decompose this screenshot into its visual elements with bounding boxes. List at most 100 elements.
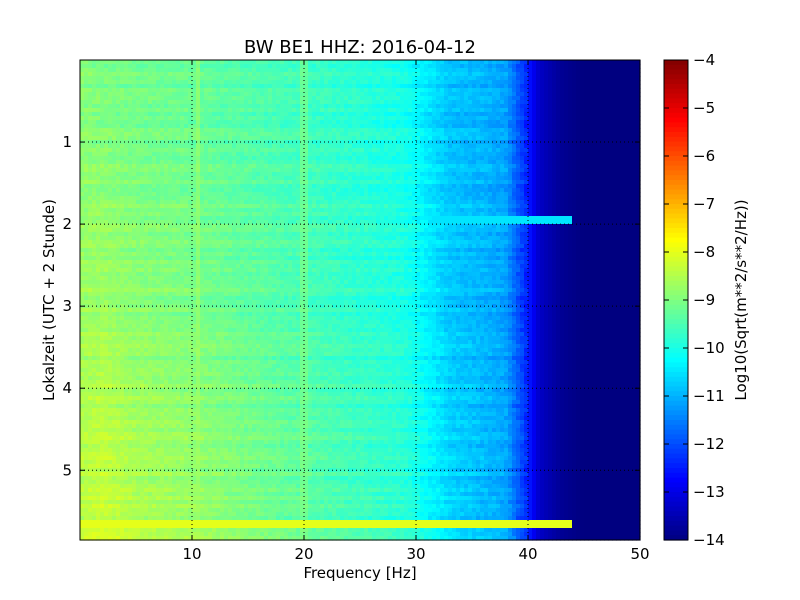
heatmap-cell: [280, 184, 285, 189]
heatmap-cell: [460, 136, 465, 141]
heatmap-cell: [292, 196, 297, 201]
heatmap-cell: [456, 160, 461, 165]
heatmap-cell: [124, 180, 129, 185]
heatmap-cell: [488, 76, 493, 81]
heatmap-cell: [328, 88, 333, 93]
heatmap-cell: [388, 108, 393, 113]
heatmap-cell: [168, 128, 173, 133]
heatmap-cell: [292, 172, 297, 177]
heatmap-cell: [388, 88, 393, 93]
heatmap-cell: [232, 100, 237, 105]
heatmap-cell: [248, 192, 253, 197]
heatmap-cell: [440, 92, 445, 97]
heatmap-cell: [460, 132, 465, 137]
heatmap-cell: [276, 120, 281, 125]
heatmap-cell: [116, 76, 121, 81]
heatmap-cell: [248, 188, 253, 193]
heatmap-cell: [152, 172, 157, 177]
heatmap-cell: [120, 112, 125, 117]
heatmap-cell: [84, 128, 89, 133]
heatmap-cell: [80, 68, 85, 73]
heatmap-cell: [136, 180, 141, 185]
heatmap-cell: [520, 188, 525, 193]
heatmap-cell: [280, 60, 285, 65]
heatmap-cell: [452, 96, 457, 101]
heatmap-cell: [452, 176, 457, 181]
heatmap-cell: [436, 88, 441, 93]
heatmap-cell: [284, 168, 289, 173]
heatmap-cell: [488, 196, 493, 201]
heatmap-cell: [568, 160, 573, 165]
heatmap-cell: [280, 172, 285, 177]
heatmap-cell: [304, 116, 309, 121]
heatmap-cell: [452, 68, 457, 73]
heatmap-cell: [520, 132, 525, 137]
heatmap-cell: [432, 120, 437, 125]
heatmap-cell: [484, 172, 489, 177]
heatmap-cell: [628, 156, 633, 161]
heatmap-cell: [448, 180, 453, 185]
heatmap-cell: [456, 68, 461, 73]
heatmap-cell: [332, 144, 337, 149]
heatmap-cell: [88, 184, 93, 189]
heatmap-cell: [296, 80, 301, 85]
heatmap-cell: [296, 192, 301, 197]
heatmap-cell: [472, 92, 477, 97]
heatmap-cell: [492, 64, 497, 69]
heatmap-cell: [548, 160, 553, 165]
heatmap-cell: [100, 192, 105, 197]
heatmap-cell: [604, 96, 609, 101]
heatmap-cell: [612, 148, 617, 153]
heatmap-cell: [100, 180, 105, 185]
heatmap-cell: [212, 160, 217, 165]
heatmap-cell: [528, 184, 533, 189]
heatmap-cell: [224, 104, 229, 109]
heatmap-cell: [164, 144, 169, 149]
heatmap-cell: [548, 80, 553, 85]
heatmap-cell: [252, 148, 257, 153]
heatmap-cell: [252, 68, 257, 73]
heatmap-cell: [484, 120, 489, 125]
heatmap-cell: [408, 64, 413, 69]
heatmap-cell: [220, 108, 225, 113]
heatmap-cell: [560, 88, 565, 93]
heatmap-cell: [620, 148, 625, 153]
heatmap-cell: [356, 136, 361, 141]
heatmap-cell: [460, 144, 465, 149]
heatmap-cell: [248, 104, 253, 109]
heatmap-cell: [372, 84, 377, 89]
heatmap-cell: [152, 120, 157, 125]
heatmap-cell: [228, 164, 233, 169]
heatmap-cell: [564, 160, 569, 165]
heatmap-cell: [472, 172, 477, 177]
heatmap-cell: [196, 88, 201, 93]
heatmap-cell: [84, 200, 89, 205]
heatmap-cell: [436, 120, 441, 125]
heatmap-cell: [288, 200, 293, 205]
heatmap-cell: [128, 168, 133, 173]
heatmap-cell: [148, 60, 153, 65]
heatmap-cell: [232, 92, 237, 97]
heatmap-cell: [272, 84, 277, 89]
heatmap-cell: [332, 156, 337, 161]
heatmap-cell: [564, 156, 569, 161]
heatmap-cell: [124, 144, 129, 149]
heatmap-cell: [144, 176, 149, 181]
heatmap-cell: [280, 188, 285, 193]
heatmap-cell: [532, 68, 537, 73]
heatmap-cell: [464, 76, 469, 81]
heatmap-cell: [500, 148, 505, 153]
heatmap-cell: [184, 156, 189, 161]
heatmap-cell: [208, 136, 213, 141]
heatmap-cell: [596, 196, 601, 201]
heatmap-cell: [244, 76, 249, 81]
heatmap-cell: [612, 120, 617, 125]
heatmap-cell: [628, 124, 633, 129]
heatmap-cell: [160, 68, 165, 73]
heatmap-cell: [360, 188, 365, 193]
heatmap-cell: [80, 116, 85, 121]
heatmap-cell: [572, 80, 577, 85]
heatmap-cell: [192, 160, 197, 165]
heatmap-cell: [448, 156, 453, 161]
heatmap-cell: [340, 148, 345, 153]
